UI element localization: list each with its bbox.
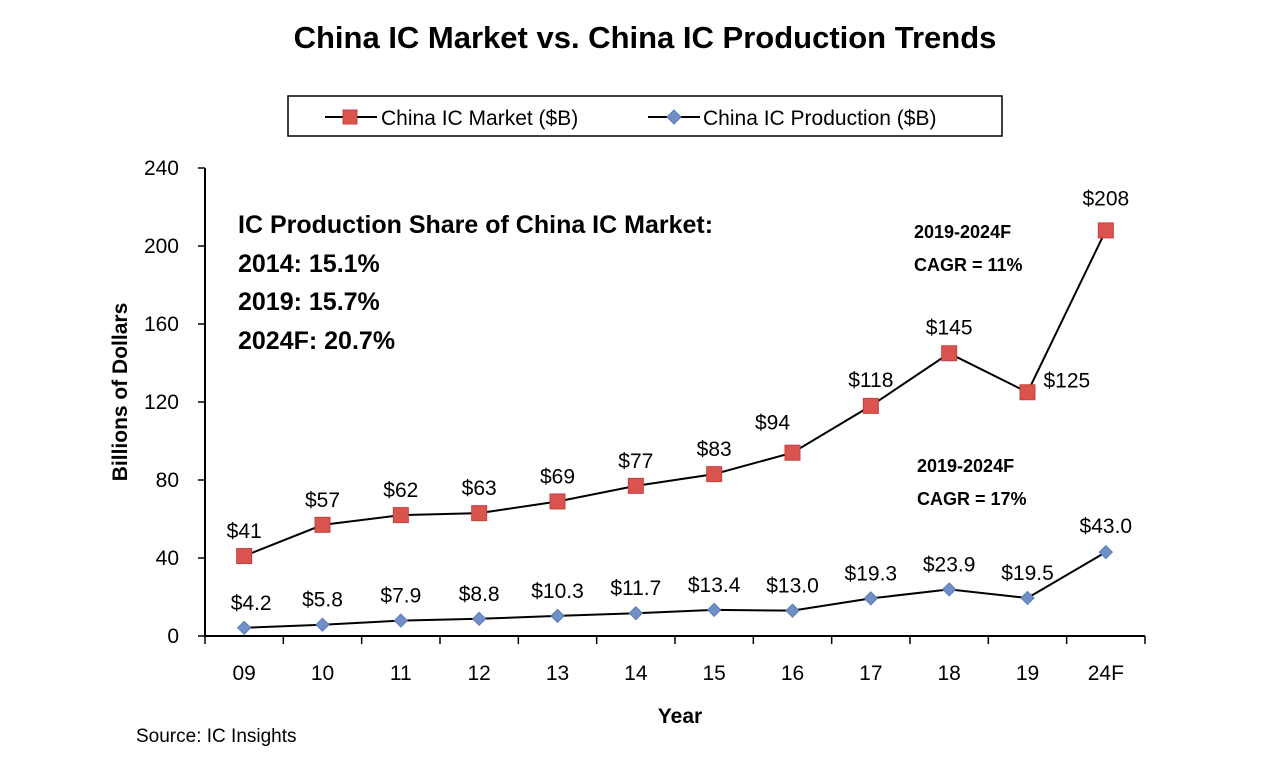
market-data-label: $69: [540, 465, 575, 488]
market-point: [236, 548, 253, 565]
market-point: [549, 493, 566, 510]
production-point: [628, 605, 644, 621]
x-tick-label: 19: [1016, 662, 1039, 685]
market-cagr-period: 2019-2024F: [914, 222, 1011, 242]
data-markers: [236, 222, 1114, 636]
source-note: Source: IC Insights: [136, 726, 297, 747]
production-point: [236, 620, 252, 636]
x-tick-label: 13: [546, 662, 569, 685]
market-point: [1019, 384, 1036, 401]
y-tick-label: 240: [144, 157, 179, 180]
production-series-line: [244, 551, 1107, 629]
production-data-label: $8.8: [459, 583, 500, 606]
x-axis-title: Year: [658, 705, 702, 728]
production-data-label: $4.2: [231, 592, 272, 615]
production-point: [941, 582, 957, 597]
y-tick-label: 160: [144, 313, 179, 336]
x-tick-label: 24F: [1088, 662, 1124, 685]
production-data-label: $10.3: [531, 580, 584, 603]
production-point: [1098, 544, 1114, 560]
market-data-label: $63: [462, 477, 497, 500]
production-cagr-annotation: 2019-2024F CAGR = 17%: [917, 456, 1027, 509]
x-tick-label: 15: [702, 662, 725, 685]
market-data-label: $57: [305, 489, 340, 512]
production-point: [471, 611, 487, 627]
market-data-label: $145: [926, 316, 973, 339]
legend: China IC Market ($B) China IC Production…: [287, 95, 1003, 137]
production-data-label: $7.9: [380, 585, 421, 608]
legend-box: [287, 95, 1003, 137]
production-data-label: $13.4: [688, 574, 741, 597]
market-point: [862, 397, 879, 414]
legend-production-marker: [666, 109, 682, 125]
market-data-label: $94: [755, 412, 790, 435]
x-tick-label: 18: [937, 662, 960, 685]
market-cagr-annotation: 2019-2024F CAGR = 11%: [914, 222, 1023, 275]
x-tick-label: 14: [624, 662, 648, 685]
market-point: [706, 466, 723, 483]
legend-market-marker: [342, 109, 358, 125]
chart-title: China IC Market vs. China IC Production …: [294, 20, 997, 55]
market-point: [627, 477, 644, 494]
market-data-label: $41: [227, 520, 262, 543]
production-cagr-value: CAGR = 17%: [917, 489, 1027, 509]
share-line-2019: 2019: 15.7%: [238, 288, 380, 316]
market-series-line: [243, 229, 1107, 557]
market-data-label: $83: [697, 438, 732, 461]
y-tick-label: 80: [156, 469, 179, 492]
x-tick-label: 17: [859, 662, 882, 685]
x-tick-label: 16: [781, 662, 804, 685]
production-point: [706, 602, 722, 618]
production-point: [1020, 590, 1035, 606]
y-tick-label: 200: [144, 235, 179, 258]
share-line-2024f: 2024F: 20.7%: [238, 327, 395, 355]
axes: 0 40 80 120 160 200 240 09 10 11 12 13 14 15 16 17 18 19 2…: [144, 157, 1146, 685]
production-data-label: $11.7: [610, 577, 661, 600]
market-point: [1097, 222, 1114, 239]
series-lines: [243, 229, 1107, 629]
market-point: [471, 505, 488, 522]
y-axis-title: Billions of Dollars: [109, 303, 132, 482]
production-data-label: $19.5: [1001, 562, 1054, 585]
market-data-label: $77: [618, 450, 653, 473]
x-tick-label: 10: [311, 662, 334, 685]
x-tick-label: 11: [390, 662, 412, 685]
market-data-label: $208: [1082, 187, 1129, 210]
x-tick-label: 09: [232, 662, 255, 685]
share-title: IC Production Share of China IC Market:: [238, 211, 713, 239]
legend-market-label: China IC Market ($B): [381, 107, 578, 130]
production-point: [863, 591, 879, 606]
production-cagr-period: 2019-2024F: [917, 456, 1014, 476]
production-point: [550, 608, 565, 624]
production-point: [315, 617, 330, 632]
legend-production-label: China IC Production ($B): [703, 107, 936, 130]
production-data-label: $13.0: [766, 575, 819, 598]
y-tick-label: 0: [167, 625, 179, 648]
share-line-2014: 2014: 15.1%: [238, 250, 380, 278]
production-data-label: $5.8: [302, 589, 343, 612]
y-tick-label: 120: [144, 391, 179, 414]
production-data-label: $23.9: [923, 553, 976, 576]
market-point: [314, 516, 331, 533]
market-point: [392, 507, 409, 524]
y-tick-label: 40: [156, 547, 179, 570]
data-labels: $41 $57 $62 $63 $69 $77 $83 $94 $118 $145 $125 $208…: [227, 187, 1132, 614]
production-point: [785, 603, 800, 618]
share-annotation: IC Production Share of China IC Market: …: [238, 211, 713, 355]
x-tick-label: 12: [467, 662, 490, 685]
production-data-label: $19.3: [845, 562, 898, 585]
market-point: [784, 444, 801, 461]
production-point: [393, 613, 409, 628]
market-data-label: $62: [383, 479, 418, 502]
market-data-label: $118: [848, 369, 893, 392]
production-data-label: $43.0: [1080, 515, 1133, 538]
market-point: [941, 345, 958, 362]
market-cagr-value: CAGR = 11%: [914, 255, 1023, 275]
market-data-label: $125: [1044, 369, 1091, 392]
